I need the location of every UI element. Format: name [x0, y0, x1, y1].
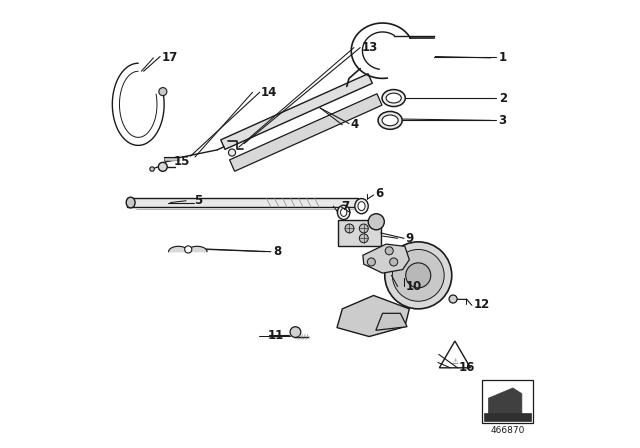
Polygon shape [376, 313, 407, 330]
Circle shape [390, 258, 397, 266]
Polygon shape [439, 341, 470, 368]
Text: 6: 6 [376, 187, 383, 200]
Circle shape [228, 149, 236, 156]
Circle shape [368, 214, 384, 230]
Circle shape [185, 246, 192, 253]
Text: 466870: 466870 [490, 426, 525, 435]
Circle shape [406, 263, 431, 288]
Polygon shape [188, 246, 207, 252]
Text: 14: 14 [260, 86, 277, 99]
Polygon shape [338, 220, 381, 246]
Circle shape [359, 234, 368, 243]
Circle shape [385, 242, 452, 309]
Ellipse shape [382, 115, 398, 126]
Text: ⚠: ⚠ [451, 357, 458, 366]
Ellipse shape [126, 197, 135, 208]
Polygon shape [127, 198, 358, 207]
Polygon shape [363, 244, 410, 273]
Bar [482, 380, 533, 423]
Text: 7: 7 [341, 200, 349, 213]
Text: 1: 1 [499, 52, 507, 65]
Text: 15: 15 [174, 155, 190, 168]
Circle shape [359, 224, 368, 233]
Circle shape [449, 295, 457, 303]
Circle shape [367, 258, 376, 266]
Ellipse shape [386, 93, 401, 103]
Text: 2: 2 [499, 91, 507, 104]
Circle shape [385, 247, 393, 255]
Text: 5: 5 [194, 194, 202, 207]
Circle shape [290, 327, 301, 337]
Ellipse shape [358, 202, 365, 211]
Circle shape [345, 224, 354, 233]
Text: 4: 4 [350, 118, 358, 131]
Text: 11: 11 [268, 329, 284, 342]
Text: 12: 12 [474, 298, 490, 311]
Polygon shape [488, 388, 522, 418]
Polygon shape [337, 296, 410, 336]
Text: 13: 13 [362, 41, 378, 54]
Text: 10: 10 [406, 280, 422, 293]
Polygon shape [221, 74, 372, 149]
Ellipse shape [337, 205, 350, 220]
Ellipse shape [382, 90, 405, 107]
Text: 16: 16 [458, 361, 475, 375]
Circle shape [158, 162, 167, 171]
Polygon shape [230, 94, 382, 171]
Text: 8: 8 [273, 245, 282, 258]
Polygon shape [168, 246, 188, 252]
Circle shape [392, 250, 444, 301]
Text: 3: 3 [499, 114, 507, 127]
Bar [484, 414, 531, 421]
Ellipse shape [378, 112, 402, 129]
Circle shape [159, 88, 167, 95]
Text: 17: 17 [161, 52, 178, 65]
Text: 9: 9 [406, 232, 414, 245]
Ellipse shape [355, 198, 368, 214]
Ellipse shape [340, 208, 347, 216]
Circle shape [150, 167, 154, 171]
